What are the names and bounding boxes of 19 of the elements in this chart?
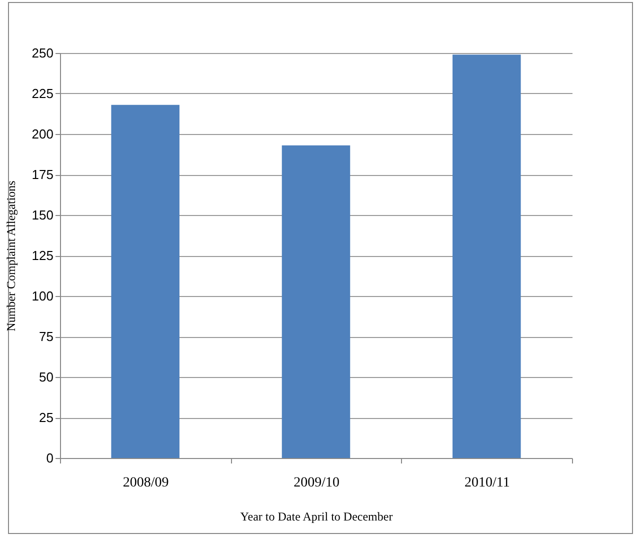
y-tick-label: 200 [32,126,54,142]
y-tick-label: 0 [46,450,54,466]
x-axis-title: Year to Date April to December [240,510,393,524]
bar [452,54,521,458]
y-tick-label: 125 [32,248,54,263]
y-axis-title: Number Complaint Allegations [4,180,18,332]
y-tick-label: 150 [32,208,54,222]
y-tick-label: 175 [32,167,54,182]
bar [111,104,180,458]
y-tick-label: 75 [39,329,54,344]
y-tick-label: 25 [39,410,54,425]
y-tick-label: 100 [32,288,54,304]
x-tick-label: 2010/11 [464,476,510,490]
x-tick-label: 2008/09 [122,476,169,490]
y-tick-label: 225 [32,86,54,101]
x-tick-label: 2009/10 [294,476,340,490]
y-tick-label: 50 [39,370,54,384]
y-tick-label: 250 [32,46,54,60]
bar [282,145,350,458]
